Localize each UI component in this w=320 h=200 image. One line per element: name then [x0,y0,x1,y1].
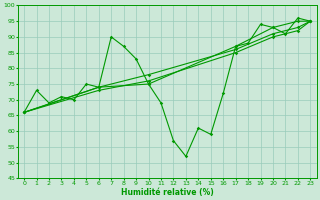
X-axis label: Humidité relative (%): Humidité relative (%) [121,188,213,197]
